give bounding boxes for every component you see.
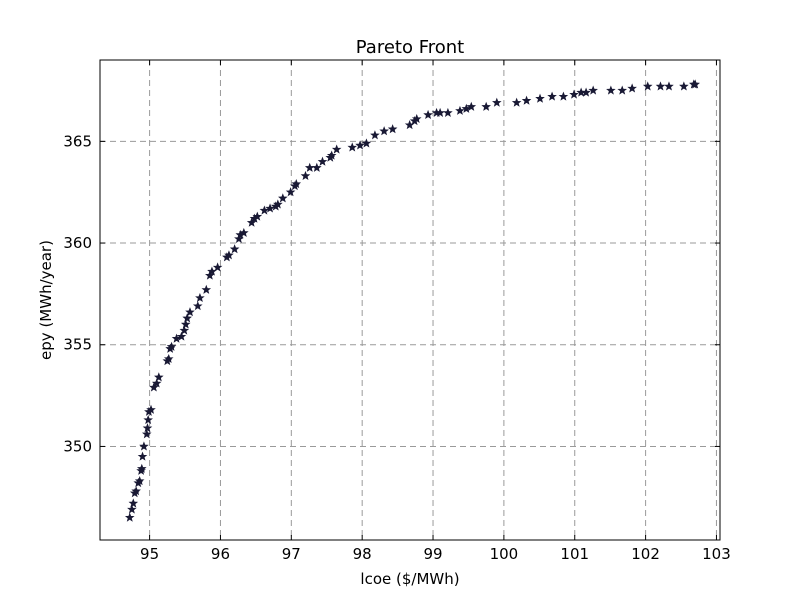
data-point bbox=[617, 85, 628, 95]
x-tick-label: 103 bbox=[702, 545, 731, 563]
data-point bbox=[137, 463, 147, 473]
data-point bbox=[606, 85, 616, 95]
x-tick-label: 98 bbox=[353, 545, 372, 563]
x-axis-label: lcoe ($/MWh) bbox=[360, 570, 459, 588]
data-point bbox=[331, 144, 342, 154]
data-point bbox=[435, 107, 445, 117]
y-tick-label: 350 bbox=[63, 437, 92, 455]
data-point bbox=[163, 353, 174, 364]
data-point bbox=[423, 109, 433, 119]
data-point bbox=[180, 319, 191, 329]
data-point bbox=[642, 81, 653, 91]
grid-lines bbox=[100, 60, 720, 540]
data-point bbox=[481, 101, 491, 111]
data-point bbox=[124, 512, 135, 522]
data-point bbox=[679, 81, 689, 91]
data-point bbox=[131, 486, 141, 496]
data-points bbox=[124, 79, 700, 522]
data-point bbox=[558, 91, 569, 101]
data-point bbox=[128, 498, 139, 508]
y-tick-label: 365 bbox=[63, 132, 92, 150]
x-tick-label: 101 bbox=[560, 545, 589, 563]
data-point bbox=[521, 95, 532, 105]
data-point bbox=[239, 227, 249, 237]
data-point bbox=[185, 307, 195, 317]
data-point bbox=[252, 211, 263, 221]
data-point bbox=[317, 156, 328, 166]
data-point bbox=[154, 372, 164, 382]
data-point bbox=[212, 262, 223, 272]
data-point bbox=[547, 91, 557, 101]
data-point bbox=[291, 179, 302, 189]
data-point bbox=[581, 87, 591, 97]
x-tick-label: 102 bbox=[631, 545, 660, 563]
x-tick-label: 97 bbox=[282, 545, 301, 563]
tick-labels: 95 96 97 98 99 100 101 102 103 350 355 360 365 bbox=[63, 132, 730, 563]
data-point bbox=[664, 81, 674, 91]
data-point bbox=[455, 105, 465, 115]
chart-title: Pareto Front bbox=[356, 37, 464, 58]
data-point bbox=[690, 79, 700, 89]
axis-ticks bbox=[100, 60, 720, 540]
data-point bbox=[387, 124, 398, 134]
x-tick-label: 99 bbox=[423, 545, 442, 563]
x-tick-label: 100 bbox=[490, 545, 519, 563]
data-point bbox=[176, 331, 187, 341]
data-point bbox=[192, 301, 203, 311]
data-point bbox=[285, 187, 296, 197]
data-point bbox=[569, 89, 579, 99]
data-point bbox=[259, 205, 270, 215]
data-point bbox=[137, 451, 148, 461]
data-point bbox=[355, 140, 365, 150]
data-point bbox=[273, 199, 283, 209]
data-point bbox=[492, 97, 502, 107]
data-point bbox=[127, 504, 137, 514]
x-tick-label: 96 bbox=[211, 545, 230, 563]
data-point bbox=[361, 138, 372, 148]
data-point bbox=[207, 266, 217, 276]
data-point bbox=[588, 85, 598, 95]
data-point bbox=[326, 150, 337, 160]
data-point bbox=[182, 313, 192, 323]
data-point bbox=[265, 203, 275, 213]
data-point bbox=[229, 244, 240, 254]
plot-frame bbox=[99, 59, 721, 541]
x-tick-label: 95 bbox=[140, 545, 159, 563]
data-point bbox=[151, 378, 162, 388]
data-point bbox=[146, 404, 156, 414]
data-point bbox=[278, 193, 288, 203]
data-point bbox=[370, 130, 380, 140]
data-point bbox=[411, 113, 422, 124]
data-point bbox=[195, 292, 205, 303]
data-point bbox=[655, 81, 666, 91]
data-point bbox=[312, 162, 322, 172]
y-axis-label: epy (MWh/year) bbox=[37, 240, 55, 360]
data-point bbox=[201, 284, 212, 294]
data-point bbox=[300, 170, 311, 181]
y-tick-label: 360 bbox=[63, 234, 92, 252]
data-point bbox=[139, 441, 149, 451]
data-point bbox=[347, 142, 358, 152]
y-tick-label: 355 bbox=[63, 336, 92, 354]
data-point bbox=[141, 429, 152, 439]
data-point bbox=[443, 107, 453, 117]
data-point bbox=[379, 126, 389, 136]
data-point bbox=[627, 83, 637, 93]
data-point bbox=[142, 423, 153, 433]
plot-background bbox=[100, 60, 720, 540]
data-point bbox=[143, 414, 153, 425]
data-point bbox=[179, 325, 190, 335]
data-point bbox=[224, 250, 234, 260]
data-point bbox=[535, 93, 545, 103]
data-point bbox=[166, 341, 177, 351]
data-point bbox=[466, 101, 477, 111]
data-point bbox=[511, 97, 522, 107]
data-point bbox=[134, 475, 145, 486]
